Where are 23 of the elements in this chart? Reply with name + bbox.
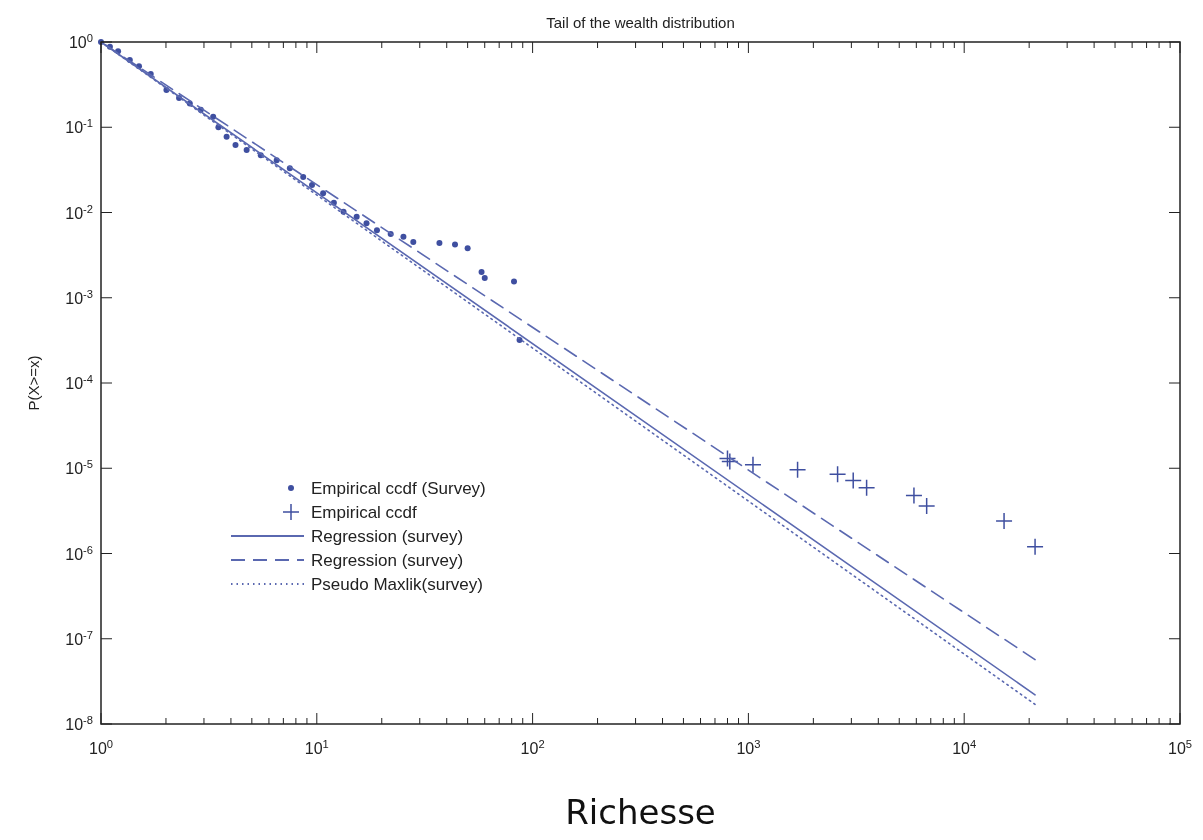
x-tick-label: 10$^{0}$ (88, 738, 114, 757)
legend-label: Empirical ccdf (Survey) (311, 479, 486, 498)
y-tick-label: 10$^{-1}$ (65, 117, 93, 137)
legend-label: Pseudo Maxlik(survey) (311, 575, 483, 594)
x-tick-label: 10$^{5}$ (1167, 738, 1193, 757)
legend-label: Regression (survey) (311, 527, 464, 546)
x-tick-label: 10$^{3}$ (736, 738, 761, 757)
x-axis-title: Richesse (565, 792, 716, 832)
chart-title: Tail of the wealth distribution (546, 14, 735, 31)
legend-label: Empirical ccdf (311, 503, 418, 522)
y-tick-label: 10$^{-3}$ (65, 287, 93, 307)
x-tick-label: 10$^{1}$ (304, 738, 329, 757)
y-tick-label: 10$^{0}$ (68, 32, 93, 51)
y-tick-label: 10$^{-4}$ (65, 373, 93, 392)
y-tick-label: 10$^{-2}$ (65, 202, 93, 222)
y-tick-label: 10$^{-5}$ (65, 458, 93, 478)
y-tick-label: 10$^{-6}$ (65, 543, 93, 563)
y-tick-label: 10$^{-7}$ (65, 628, 93, 648)
legend-label: Regression (survey) (311, 551, 464, 570)
x-tick-label: 10$^{4}$ (952, 738, 977, 757)
y-tick-label: 10$^{-8}$ (65, 714, 93, 733)
y-axis-title: P(X>=x) (25, 355, 42, 411)
x-tick-label: 10$^{2}$ (520, 738, 545, 757)
